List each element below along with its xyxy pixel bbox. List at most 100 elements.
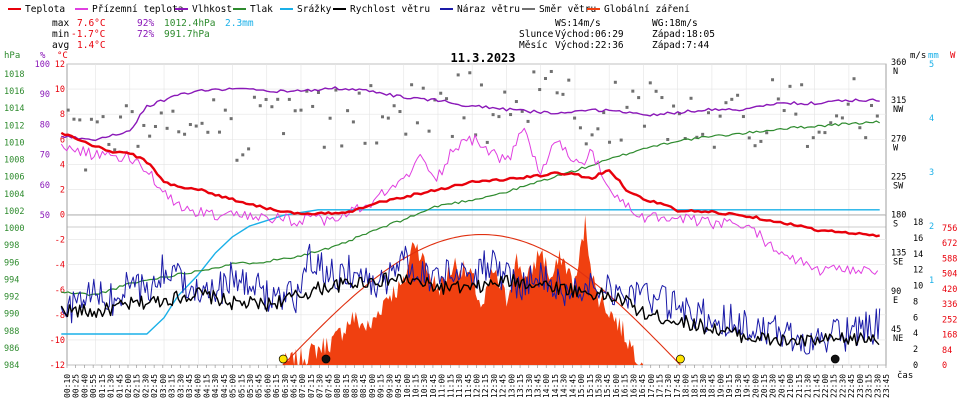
wind-dir-dot: [241, 153, 245, 157]
wind-dir-dot: [439, 91, 443, 95]
x-tick-label: 20:15: [760, 374, 769, 398]
stats-max-label: max: [52, 18, 69, 29]
wind-dir-dot: [177, 130, 181, 134]
wind-dir-dot: [602, 111, 606, 115]
wind-dir-dot: [759, 139, 763, 143]
dir-card: SW: [893, 181, 904, 191]
x-tick-label: 05:15: [237, 374, 246, 398]
wind-dir-dot: [497, 115, 501, 119]
celsius-tick: 2: [60, 185, 65, 195]
x-tick-label: 12:00: [473, 374, 482, 398]
celsius-tick: 4: [60, 160, 65, 170]
x-tick-label: 10:45: [429, 374, 438, 398]
wind-dir-dot: [153, 124, 157, 128]
wind-dir-dot: [811, 136, 815, 140]
wind-dir-dot: [543, 76, 547, 80]
celsius-tick: -4: [55, 261, 65, 271]
x-tick-label: 22:00: [821, 374, 830, 398]
wind-dir-dot: [485, 140, 489, 144]
mm-tick: 4: [929, 114, 934, 124]
x-tick-label: 14:30: [560, 374, 569, 398]
x-tick-label: 16:00: [612, 374, 621, 398]
unit-w: W: [950, 51, 956, 61]
wind-dir-dot: [375, 141, 379, 145]
x-axis-labels: 00:10 00:25 00:40 00:55 01:15 01:30 01:45 02:00…: [63, 365, 891, 398]
legend-label: Globální záření: [604, 4, 690, 15]
x-tick-label: 02:45: [150, 374, 159, 398]
x-tick-label: 00:55: [89, 374, 98, 398]
legend-label: Náraz větru: [457, 4, 520, 15]
x-tick-label: 17:45: [673, 374, 682, 398]
hpa-tick: 984: [4, 361, 19, 371]
wind-dir-dot: [730, 97, 734, 101]
wind-dir-dot: [433, 98, 437, 102]
wind-dir-dot: [450, 134, 454, 138]
w-tick: 588: [942, 254, 957, 264]
x-tick-label: 05:30: [246, 374, 255, 398]
humidity-line: [61, 86, 880, 142]
w-tick: 84: [942, 346, 952, 356]
wind-dir-dot: [66, 108, 70, 112]
wind-dir-dot: [823, 131, 827, 135]
wind-dir-dot: [642, 124, 646, 128]
x-tick-label: 21:15: [795, 374, 804, 398]
wind-dir-dot: [584, 142, 588, 146]
wind-dir-dot: [608, 140, 612, 144]
wind-dir-dot: [217, 130, 221, 134]
wind-dir-dot: [712, 145, 716, 149]
hpa-tick: 1006: [4, 173, 24, 183]
x-tick-label: 08:45: [359, 374, 368, 398]
wind-dir-dot: [369, 84, 373, 88]
ms-tick: 10: [913, 282, 923, 292]
w-tick: 0: [942, 361, 947, 371]
wind-dir-dot: [509, 113, 513, 117]
celsius-tick: 6: [60, 135, 65, 145]
x-tick-label: 02:00: [124, 374, 133, 398]
x-tick-label: 07:00: [298, 374, 307, 398]
pct-tick: 60: [40, 181, 50, 191]
celsius-tick: -2: [55, 236, 65, 246]
x-tick-label: 13:30: [525, 374, 534, 398]
x-tick-label: 06:45: [290, 374, 299, 398]
stats-min-label: min: [52, 29, 69, 40]
x-tick-label: 20:30: [769, 374, 778, 398]
hpa-tick: 1000: [4, 224, 24, 234]
x-tick-label: 01:30: [107, 374, 116, 398]
x-tick-label: 21:00: [786, 374, 795, 398]
wind-dir-dot: [648, 81, 652, 85]
x-tick-label: 23:30: [873, 374, 882, 398]
unit-mm: mm: [928, 51, 939, 61]
wind-dir-dot: [171, 109, 175, 113]
wind-dir-dot: [427, 129, 431, 133]
wind-dir-dot: [311, 104, 315, 108]
x-tick-label: 18:15: [690, 374, 699, 398]
x-tick-label: 16:30: [629, 374, 638, 398]
wind-dir-dot: [113, 148, 117, 152]
dir-card: E: [893, 296, 898, 306]
wind-dir-dot: [660, 96, 664, 100]
x-tick-label: 07:45: [324, 374, 333, 398]
wind-dir-dot: [410, 83, 414, 87]
x-tick-label: 09:15: [377, 374, 386, 398]
chart-title: 11.3.2023: [450, 51, 515, 65]
wind-dir-dot: [788, 84, 792, 88]
stats-min-hum: 72%: [137, 29, 154, 40]
wind-dir-dot: [637, 96, 641, 100]
w-tick: 756: [942, 224, 957, 234]
x-tick-label: 11:00: [438, 374, 447, 398]
x-tick-label: 04:00: [194, 374, 203, 398]
x-tick-label: 16:45: [638, 374, 647, 398]
wind-dir-dot: [165, 126, 169, 130]
sun-moon-markers: [278, 354, 840, 364]
wind-dir-dot: [305, 89, 309, 93]
wind-dir-dot: [229, 117, 233, 121]
wind-dir-dot: [555, 91, 559, 95]
ms-tick: 0: [913, 361, 918, 371]
x-tick-label: 19:00: [716, 374, 725, 398]
wind-dir-dot: [270, 105, 274, 109]
sunset-marker: [676, 354, 685, 364]
unit-ms: m/s: [910, 51, 926, 61]
x-tick-label: 03:45: [185, 374, 194, 398]
wind-dir-dot: [852, 77, 856, 81]
